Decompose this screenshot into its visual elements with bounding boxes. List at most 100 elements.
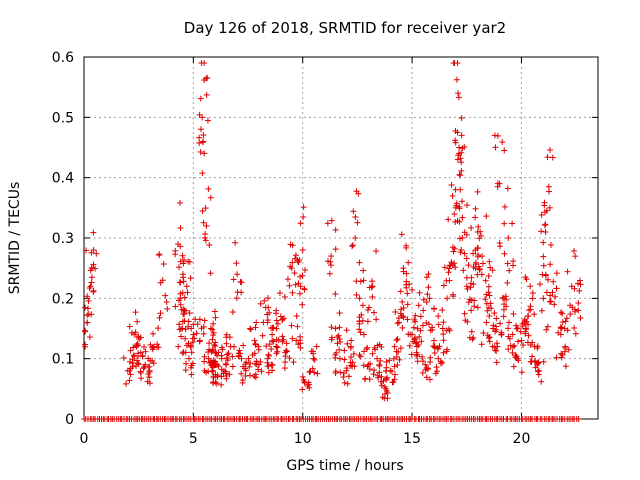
data-point-spread xyxy=(441,264,448,271)
data-point-spread xyxy=(451,260,458,267)
data-point-spread xyxy=(269,367,276,374)
data-point-spread xyxy=(209,346,216,353)
data-point-spread xyxy=(408,351,415,358)
data-point xyxy=(310,355,317,362)
data-point-spread xyxy=(394,320,401,327)
data-point-spread xyxy=(456,171,463,178)
data-point-spread xyxy=(458,114,465,121)
data-point-spread xyxy=(482,277,489,284)
data-point xyxy=(468,307,475,314)
data-point-spread xyxy=(133,357,140,364)
y-axis-label: SRMTID / TECUs xyxy=(7,182,23,295)
y-tick-label: 0 xyxy=(65,412,74,428)
grid-lines xyxy=(84,57,598,419)
data-point-spread xyxy=(187,275,194,282)
data-point-spread xyxy=(370,371,377,378)
data-point-spread xyxy=(503,296,510,303)
data-point-spread xyxy=(403,278,410,285)
data-point-spread xyxy=(181,294,188,301)
data-point-spread xyxy=(93,250,100,257)
data-point-spread xyxy=(264,317,271,324)
data-point-spread xyxy=(523,326,530,333)
data-point-spread xyxy=(458,132,465,139)
data-point-spread xyxy=(534,368,541,375)
data-point-spread xyxy=(222,360,229,367)
data-point-spread xyxy=(156,252,163,259)
data-point-spread xyxy=(434,368,441,375)
data-point-spread xyxy=(410,324,417,331)
data-point-spread xyxy=(253,319,260,326)
data-point-spread xyxy=(492,144,499,151)
data-point-spread xyxy=(424,366,431,373)
data-point-spread xyxy=(87,267,94,274)
data-point-spread xyxy=(211,341,218,348)
data-point-spread xyxy=(382,391,389,398)
data-point-spread xyxy=(467,284,474,291)
chart-title: Day 126 of 2018, SRMTID for receiver yar… xyxy=(184,19,506,37)
data-point-spread xyxy=(92,265,99,272)
data-point-spread xyxy=(439,307,446,314)
x-tick-label: 15 xyxy=(403,431,421,447)
data-point-spread xyxy=(202,237,209,244)
data-point-spread xyxy=(364,344,371,351)
data-point-spread xyxy=(246,363,253,370)
data-point-spread xyxy=(448,181,455,188)
data-point-spread xyxy=(565,346,572,353)
data-point-spread xyxy=(414,353,421,360)
data-point xyxy=(518,337,525,344)
data-point-spread xyxy=(150,330,157,337)
data-point-spread xyxy=(329,334,336,341)
data-point-spread xyxy=(193,330,200,337)
data-point-spread xyxy=(377,357,384,364)
data-point-spread xyxy=(224,351,231,358)
data-point-spread xyxy=(172,303,179,310)
data-point-spread xyxy=(283,347,290,354)
x-tick-label: 5 xyxy=(189,431,198,447)
data-point-spread xyxy=(472,261,479,268)
data-point-spread xyxy=(459,198,466,205)
data-point-spread xyxy=(223,373,230,380)
data-point-spread xyxy=(468,328,475,335)
data-point-spread xyxy=(209,326,216,333)
data-point-spread xyxy=(534,345,541,352)
data-point-spread xyxy=(210,320,217,327)
data-point-spread xyxy=(459,145,466,152)
data-point-spread xyxy=(405,331,412,338)
data-point-spread xyxy=(205,185,212,192)
data-point-spread xyxy=(299,386,306,393)
data-point-spread xyxy=(494,183,501,190)
data-point-spread xyxy=(505,346,512,353)
data-point-spread xyxy=(509,343,516,350)
data-point-spread xyxy=(501,220,508,227)
data-point-spread xyxy=(229,353,236,360)
data-point-spread xyxy=(230,276,237,283)
data-point-spread xyxy=(451,211,458,218)
data-point xyxy=(430,337,437,344)
data-point-spread xyxy=(406,342,413,349)
data-point-spread xyxy=(336,310,343,317)
data-point-spread xyxy=(512,351,519,358)
data-point-spread xyxy=(480,329,487,336)
data-point-spread xyxy=(210,379,217,386)
y-tick-label: 0.6 xyxy=(52,50,74,66)
data-point-spread xyxy=(394,336,401,343)
data-point-spread xyxy=(517,328,524,335)
data-point-spread xyxy=(575,300,582,307)
data-point-spread xyxy=(289,242,296,249)
data-point-spread xyxy=(533,362,540,369)
data-point-spread xyxy=(483,300,490,307)
data-point-spread xyxy=(281,293,288,300)
data-point-spread xyxy=(189,335,196,342)
data-point-spread xyxy=(131,353,138,360)
data-point-spread xyxy=(470,281,477,288)
data-point-spread xyxy=(182,307,189,314)
data-point-spread xyxy=(340,370,347,377)
data-point-spread xyxy=(126,358,133,365)
data-point-spread xyxy=(541,209,548,216)
data-point-spread xyxy=(282,353,289,360)
data-point-spread xyxy=(157,279,164,286)
data-point-spread xyxy=(357,353,364,360)
data-point-spread xyxy=(288,322,295,329)
data-point-spread xyxy=(519,342,526,349)
data-point-spread xyxy=(206,241,213,248)
